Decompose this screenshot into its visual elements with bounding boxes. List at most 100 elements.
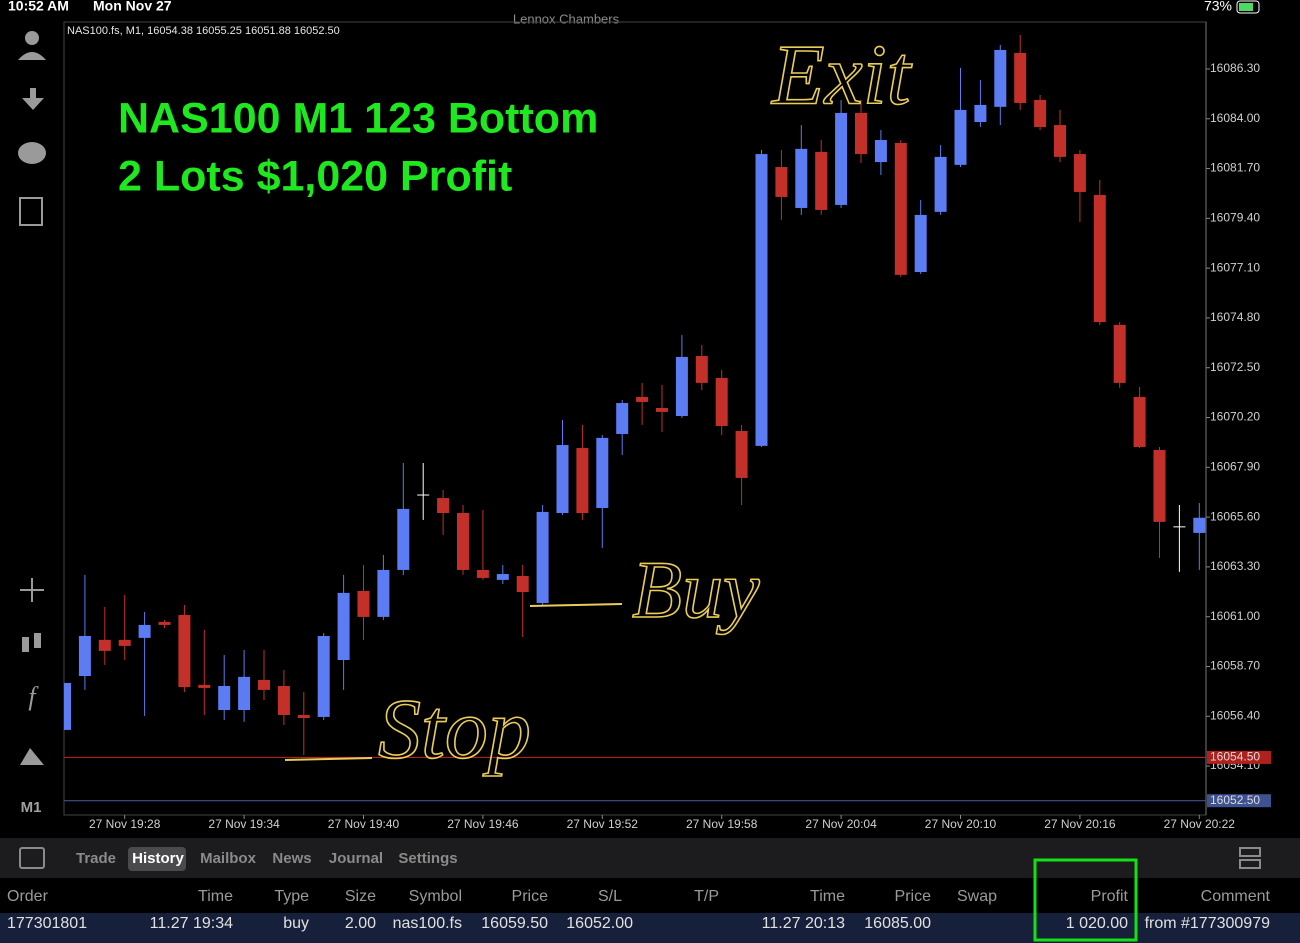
tab[interactable]: News	[272, 850, 311, 867]
tab[interactable]: Journal	[329, 850, 383, 867]
price-label-bg	[1207, 750, 1271, 764]
annotation-title: NAS100 M1 123 Bottom	[118, 94, 598, 142]
tab-bar	[0, 838, 1300, 878]
candle-body	[1193, 517, 1206, 533]
column-header: Swap	[957, 888, 997, 905]
calendar-icon[interactable]	[19, 847, 45, 869]
x-tick-label: 27 Nov 20:22	[1164, 817, 1236, 831]
profit-highlight	[1033, 858, 1138, 942]
account-icon[interactable]	[25, 31, 39, 45]
candle-body	[795, 148, 808, 208]
candle-body	[496, 574, 509, 580]
cell-profit: 1 020.00	[1066, 915, 1128, 932]
timeframe-button[interactable]: M1	[21, 799, 42, 816]
x-tick-label: 27 Nov 20:04	[805, 817, 877, 831]
chat-icon[interactable]	[18, 142, 46, 164]
candle-body	[835, 112, 848, 205]
column-header: Profit	[1091, 888, 1129, 905]
candle-body	[397, 508, 410, 570]
cell-symbol: nas100.fs	[393, 915, 462, 932]
tab[interactable]: Mailbox	[200, 850, 256, 867]
handwritten-stop: Stop	[378, 681, 531, 777]
x-tick-label: 27 Nov 19:52	[567, 817, 639, 831]
column-header: S/L	[598, 888, 622, 905]
tab[interactable]: Settings	[398, 850, 457, 867]
candle-body	[914, 214, 927, 273]
table-row[interactable]	[0, 913, 1300, 943]
trade-icon[interactable]	[22, 88, 44, 110]
y-tick-label: 16067.90	[1210, 459, 1260, 473]
candle-body	[775, 167, 788, 197]
buy-stroke	[529, 603, 623, 607]
candle-body	[317, 635, 330, 717]
layout-icon-b	[1239, 859, 1261, 869]
cell-close-price: 16085.00	[864, 915, 931, 932]
tab-active[interactable]: History	[132, 850, 184, 867]
candle-body	[1113, 324, 1126, 383]
cell-sl: 16052.00	[566, 915, 633, 932]
column-header: Size	[345, 888, 376, 905]
column-header: T/P	[694, 888, 719, 905]
candle-body	[476, 569, 489, 578]
candle-body	[238, 676, 251, 711]
history-table: Order Time Type Size Symbol Price S/L T/…	[0, 858, 1300, 943]
cell-open-time: 11.27 19:34	[150, 915, 233, 932]
cell-size: 2.00	[345, 915, 376, 932]
x-tick-label: 27 Nov 19:58	[686, 817, 758, 831]
handwritten-buy: Buy	[632, 544, 760, 635]
status-time: 10:52 AM	[8, 0, 69, 14]
y-tick-label: 16063.30	[1210, 559, 1260, 573]
y-tick-label: 16058.70	[1210, 659, 1260, 673]
new-order-icon[interactable]	[19, 197, 43, 226]
column-header: Type	[274, 888, 309, 905]
candle-body	[636, 396, 649, 402]
candle-body	[974, 104, 987, 123]
candle-body	[98, 639, 111, 651]
account-icon-body	[18, 52, 46, 60]
chart-type-icon[interactable]	[22, 637, 29, 652]
x-tick-label: 27 Nov 20:16	[1044, 817, 1116, 831]
candle-body	[1054, 125, 1066, 157]
column-header: Price	[895, 888, 932, 905]
cell-order: 177301801	[7, 915, 87, 932]
y-tick-label: 16074.80	[1210, 310, 1260, 324]
cell-type: buy	[283, 915, 309, 932]
battery-level: 73%	[1204, 0, 1232, 14]
battery-icon	[1236, 0, 1260, 14]
candle-body	[815, 151, 828, 210]
column-header: Time	[810, 888, 845, 905]
status-date: Mon Nov 27	[93, 0, 172, 14]
column-header: Comment	[1201, 888, 1271, 905]
candle-body	[198, 684, 211, 688]
x-tick-label: 27 Nov 19:40	[328, 817, 400, 831]
tab[interactable]: Trade	[76, 850, 116, 867]
candle-body	[755, 154, 768, 446]
layout-icon[interactable]	[1239, 847, 1261, 857]
candle-body	[118, 639, 131, 646]
battery-fill	[1239, 3, 1253, 11]
y-tick-label: 16084.00	[1210, 111, 1260, 125]
y-tick-label: 16056.40	[1210, 708, 1260, 722]
candle-body	[616, 403, 629, 434]
handwritten-exit: Exit	[770, 27, 913, 123]
chart-header: NAS100.fs, M1, 16054.38 16055.25 16051.8…	[67, 25, 340, 37]
candle-body	[1014, 52, 1027, 103]
candle-body	[954, 109, 967, 165]
candle-body	[855, 112, 867, 155]
price-label: 16054.50	[1210, 750, 1260, 764]
cell-open-price: 16059.50	[481, 915, 548, 932]
y-tick-label: 16065.60	[1210, 509, 1260, 523]
candle-body	[934, 156, 947, 212]
candle-body	[377, 569, 390, 617]
candle-body	[1034, 99, 1047, 127]
candle-body	[894, 143, 907, 275]
indicator-icon[interactable]: f	[28, 682, 39, 711]
y-tick-label: 16061.00	[1210, 609, 1260, 623]
candle-body	[656, 408, 668, 412]
candle-body	[1093, 194, 1106, 323]
objects-icon[interactable]	[20, 748, 44, 765]
candle-body	[556, 445, 569, 513]
candle-body	[337, 592, 350, 660]
candle-body	[516, 575, 529, 593]
